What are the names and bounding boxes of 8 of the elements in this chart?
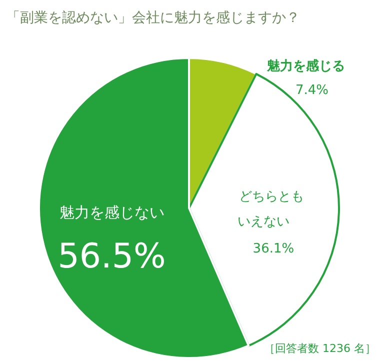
slice-label: 魅力を感じる [266,58,345,74]
data-label: 56.5% [58,236,166,277]
chart-title: 「副業を認めない」会社に魅力を感じますか？ [6,10,300,26]
data-label: 36.1% [252,241,294,256]
text: ［回答者数 1236 名］ [264,342,376,355]
data-label: 7.4% [295,83,329,98]
slice-label: どちらともいえない [237,189,304,230]
slice-label: 魅力を感じない [59,204,164,222]
